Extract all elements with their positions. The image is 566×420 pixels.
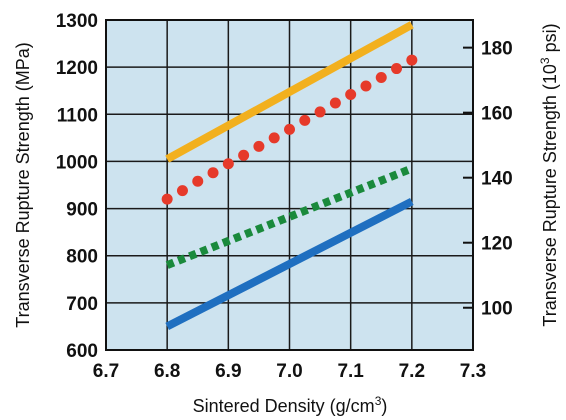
series-1-point: [406, 54, 418, 66]
series-2-line: [165, 164, 414, 269]
y2-tick-label: 140: [481, 169, 513, 190]
x-tick-label: 7.1: [337, 361, 364, 382]
y-tick-label: 1000: [56, 152, 98, 173]
series-0-line: [165, 21, 414, 163]
x-tick-label: 7.3: [460, 361, 486, 382]
series-1-point: [345, 88, 357, 100]
series-1-point: [375, 72, 387, 84]
series-1-point: [161, 193, 173, 205]
x-tick-label: 6.7: [93, 361, 119, 382]
x-tick-label: 6.8: [154, 361, 180, 382]
series-group: [161, 21, 418, 330]
y2-tick-label: 160: [481, 104, 513, 125]
y-tick-label: 600: [66, 341, 98, 362]
series-1-point: [222, 158, 234, 170]
y2-tick-label: 100: [481, 299, 513, 320]
series-1-point: [329, 97, 341, 109]
y-tick-label: 900: [66, 200, 98, 221]
y-tick-label: 1300: [56, 11, 98, 32]
series-1-point: [238, 149, 250, 161]
y-axis-label: Transverse Rupture Strength (MPa): [13, 42, 33, 327]
plot-border: [105, 19, 474, 351]
series-1-point: [284, 123, 295, 135]
series-1-point: [360, 80, 372, 92]
plot-frame: [105, 19, 474, 351]
series-1-point: [299, 114, 311, 126]
y-tick-label: 1100: [57, 105, 98, 126]
series-1-point: [268, 132, 280, 144]
series-1-point: [391, 63, 403, 75]
y2-tick-label: 180: [481, 39, 513, 60]
series-3-line: [165, 197, 414, 330]
series-1-point: [253, 140, 265, 152]
series-1-point: [314, 106, 326, 118]
x-axis-label: Sintered Density (g/cm3): [193, 394, 388, 416]
tick-labels: 6.7 6.8 6.9 7.0 7.1 7.2 7.3 600 700 800 900 1000 110…: [56, 11, 513, 382]
y2-axis-label: Transverse Rupture Strength (103 psi): [538, 23, 560, 326]
y2-tick-label: 120: [481, 234, 513, 255]
x-tick-label: 6.9: [215, 361, 241, 382]
series-1-point: [192, 175, 204, 187]
series-1-point: [207, 167, 219, 179]
x-tick-label: 7.0: [276, 361, 302, 382]
y-tick-label: 800: [66, 247, 98, 268]
series-1-point: [176, 185, 188, 197]
x-tick-label: 7.2: [399, 361, 425, 382]
y-tick-label: 700: [66, 294, 98, 315]
y-tick-label: 1200: [56, 58, 98, 79]
